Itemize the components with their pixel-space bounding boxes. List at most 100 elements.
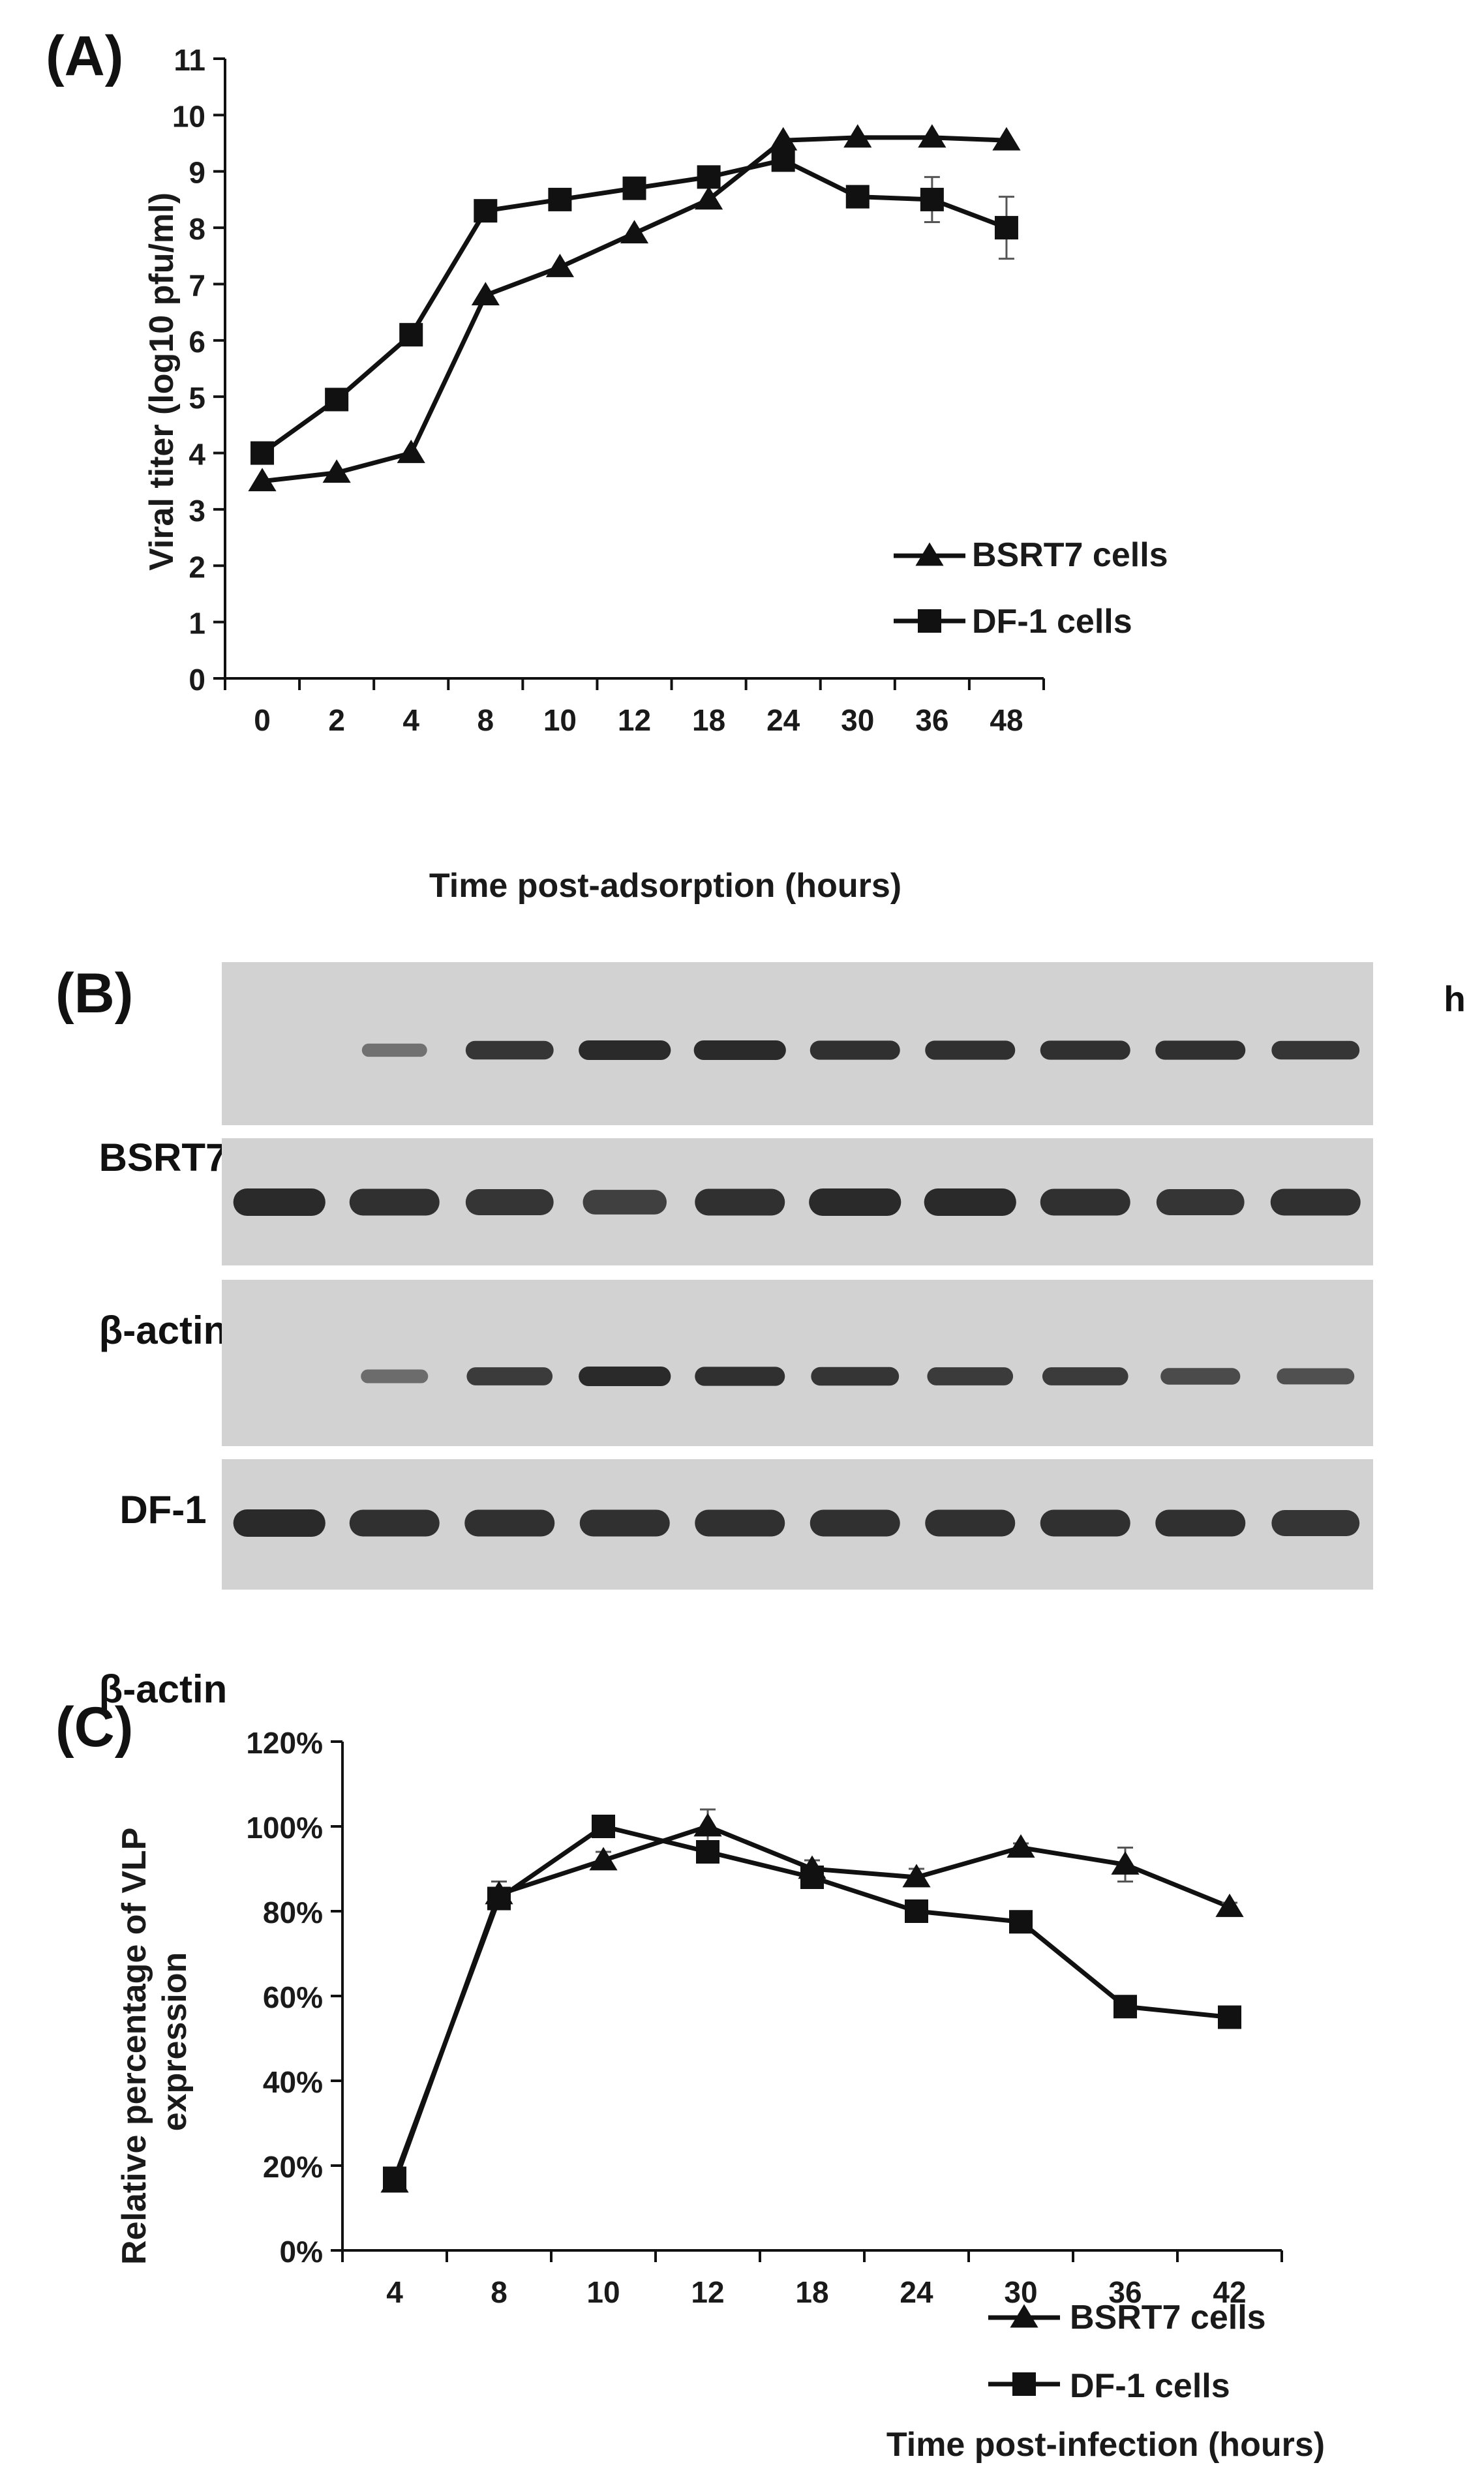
- blot-row-label-actin-1: β-actin: [99, 1308, 228, 1352]
- blot-band: [583, 1190, 667, 1215]
- x-tick-label: 30: [841, 703, 874, 737]
- data-point-square: [622, 176, 646, 200]
- y-tick-label: 2: [189, 550, 205, 584]
- legend-marker-triangle: [915, 542, 944, 566]
- x-tick-label: 12: [618, 703, 651, 737]
- blot-band: [925, 1040, 1016, 1060]
- series-line-square: [261, 157, 1008, 455]
- blot-band: [465, 1189, 554, 1215]
- data-point-triangle: [1111, 1851, 1140, 1875]
- blot-band: [466, 1367, 553, 1385]
- blot-band: [579, 1367, 671, 1386]
- chart-c-ylabel-line2: expression: [156, 1952, 194, 2132]
- x-tick-label: 30: [1004, 2275, 1037, 2309]
- panel-a-label: (A): [46, 25, 123, 87]
- data-point-square: [800, 1866, 824, 1889]
- blot-band: [361, 1369, 429, 1384]
- data-point-triangle: [322, 459, 351, 483]
- chart-c-xlabel: Time post-infection (hours): [886, 2426, 1325, 2464]
- blot-row-label-bsrt7: BSRT7: [99, 1136, 228, 1179]
- data-point-square: [548, 187, 572, 211]
- data-point-square: [771, 148, 795, 172]
- legend-marker-triangle: [1010, 2304, 1038, 2328]
- blot-band: [579, 1509, 670, 1537]
- y-tick-label: 120%: [246, 1726, 323, 1760]
- x-tick-label: 4: [402, 703, 419, 737]
- blot-row-label-df1: DF-1: [119, 1488, 206, 1532]
- blot-band: [1155, 1509, 1246, 1537]
- data-point-square: [592, 1815, 615, 1838]
- data-point-triangle: [545, 254, 575, 277]
- blot-unit-label: h: [1444, 978, 1466, 1019]
- data-point-square: [697, 165, 721, 189]
- data-point-triangle: [1007, 1834, 1035, 1858]
- blot-band: [349, 1188, 440, 1216]
- blot-band: [1160, 1368, 1241, 1385]
- x-tick-label: 2: [328, 703, 345, 737]
- blot-band: [1040, 1040, 1130, 1060]
- data-point-triangle: [694, 186, 723, 210]
- legend-marker-square: [1012, 2372, 1036, 2396]
- data-point-triangle: [992, 127, 1021, 151]
- data-point-triangle: [471, 282, 500, 306]
- x-tick-label: 48: [990, 703, 1023, 737]
- data-point-square: [1113, 1995, 1137, 2019]
- y-tick-label: 6: [189, 325, 205, 359]
- data-point-square: [474, 199, 498, 223]
- data-point-square: [1218, 2005, 1241, 2029]
- y-tick-label: 4: [189, 438, 205, 472]
- panel-b-label: (B): [55, 962, 133, 1025]
- x-tick-label: 24: [766, 703, 800, 737]
- data-point-triangle: [843, 124, 872, 148]
- blot-band: [693, 1040, 786, 1060]
- x-tick-label: 42: [1213, 2275, 1246, 2309]
- x-tick-label: 10: [543, 703, 577, 737]
- y-tick-label: 3: [189, 494, 205, 528]
- blot-band: [1271, 1510, 1360, 1536]
- blot-band: [1155, 1040, 1246, 1060]
- chart-a-ylabel: Viral titer (log10 pfu/ml): [143, 192, 181, 571]
- chart-a-xlabel: Time post-adsorption (hours): [429, 867, 901, 905]
- x-tick-label: 4: [386, 2275, 403, 2309]
- y-tick-label: 100%: [246, 1811, 323, 1845]
- x-tick-label: 12: [691, 2275, 724, 2309]
- blot-band: [695, 1188, 785, 1216]
- blot-row-label-actin-2: β-actin: [99, 1667, 228, 1711]
- y-tick-label: 7: [189, 268, 205, 302]
- data-point-triangle: [248, 468, 277, 492]
- data-point-triangle: [1215, 1893, 1244, 1917]
- x-tick-label: 36: [1108, 2275, 1142, 2309]
- y-tick-label: 11: [174, 43, 205, 77]
- blot-band: [361, 1043, 427, 1057]
- data-point-square: [845, 185, 870, 209]
- y-tick-label: 5: [189, 381, 205, 415]
- blot-band: [695, 1509, 785, 1537]
- data-point-triangle: [902, 1864, 931, 1888]
- blot-band: [1270, 1188, 1361, 1216]
- y-tick-label: 40%: [263, 2065, 323, 2099]
- western-blot: h BSRT7 β-actin DF-1 β-actin 04810121824…: [99, 962, 1466, 1711]
- blot-band: [695, 1367, 785, 1386]
- blot-band: [811, 1367, 900, 1386]
- y-tick-label: 0: [189, 663, 205, 697]
- blot-band: [349, 1509, 440, 1537]
- blot-band: [924, 1188, 1016, 1216]
- blot-band: [1156, 1189, 1245, 1215]
- data-point-triangle: [620, 220, 649, 244]
- blot-strip: [222, 1280, 1373, 1446]
- x-tick-label: 0: [254, 703, 271, 737]
- data-point-square: [696, 1840, 719, 1864]
- data-point-square: [399, 323, 423, 347]
- chart-a-legend-df1: DF-1 cells: [972, 603, 1132, 641]
- x-tick-label: 10: [586, 2275, 620, 2309]
- data-point-square: [905, 1899, 928, 1923]
- blot-band: [925, 1509, 1016, 1537]
- y-tick-label: 10: [172, 99, 205, 133]
- chart-c: Time post-infection (hours) Relative per…: [115, 1726, 1325, 2464]
- y-tick-label: 60%: [263, 1980, 323, 2014]
- x-tick-label: 18: [795, 2275, 828, 2309]
- chart-a-legend-bsrt7: BSRT7 cells: [972, 536, 1168, 574]
- data-point-square: [325, 387, 349, 412]
- blot-band: [1040, 1188, 1130, 1216]
